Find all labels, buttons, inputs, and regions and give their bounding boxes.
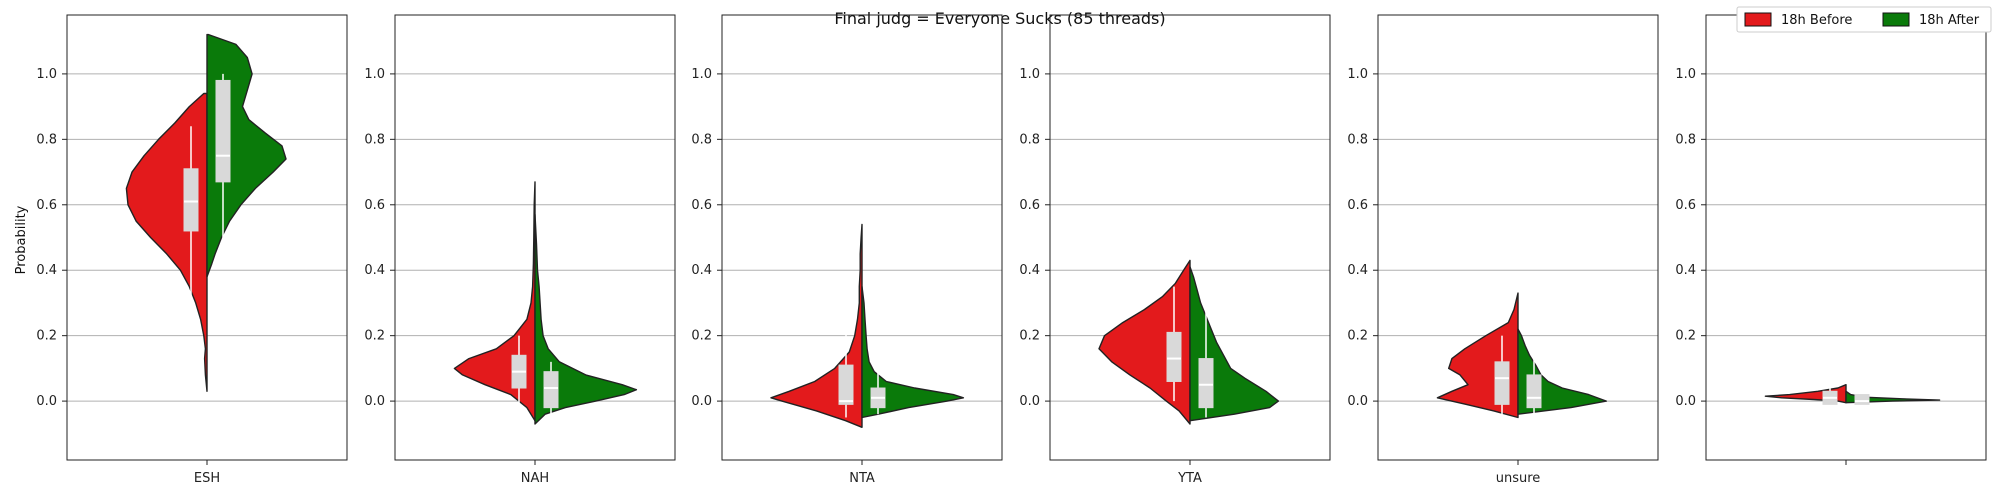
y-tick-label-2-5: 1.0 xyxy=(691,67,712,82)
y-tick-label-4-5: 1.0 xyxy=(1347,67,1368,82)
violin-after-1 xyxy=(534,213,638,425)
y-tick-label-5-2: 0.4 xyxy=(1675,263,1696,278)
y-tick-label-3-1: 0.2 xyxy=(1019,329,1040,344)
x-tick-label-4: unsure xyxy=(1496,471,1541,486)
y-tick-label-1-1: 0.2 xyxy=(364,329,385,344)
chart-title: Final judg = Everyone Sucks (85 threads) xyxy=(834,9,1165,28)
y-tick-label-5-0: 0.0 xyxy=(1675,394,1696,409)
y-tick-label-2-2: 0.4 xyxy=(691,263,712,278)
chart-panels: 0.0 0.2 0.4 0.6 0.8 1.0 ESH 0.0 0.2 0.4 0.6 0.8 1.0 N… xyxy=(36,14,1987,486)
iqr-box-before-2 xyxy=(838,364,854,405)
y-tick-label-4-0: 0.0 xyxy=(1347,394,1368,409)
y-tick-label-1-2: 0.4 xyxy=(364,263,385,278)
y-tick-label-3-5: 1.0 xyxy=(1019,67,1040,82)
y-tick-label-4-1: 0.2 xyxy=(1347,329,1368,344)
x-tick-label-3: YTA xyxy=(1177,471,1202,486)
y-tick-label-1-3: 0.6 xyxy=(364,198,385,213)
violin-before-0 xyxy=(125,92,208,392)
y-tick-label-0-1: 0.2 xyxy=(36,329,57,344)
y-tick-label-5-1: 0.2 xyxy=(1675,329,1696,344)
y-tick-label-0-2: 0.4 xyxy=(36,263,57,278)
y-tick-label-1-4: 0.8 xyxy=(364,132,385,147)
x-tick-label-2: NTA xyxy=(849,471,875,486)
iqr-box-after-5 xyxy=(1854,394,1870,405)
y-tick-label-2-3: 0.6 xyxy=(691,198,712,213)
y-tick-label-0-0: 0.0 xyxy=(36,394,57,409)
y-tick-label-3-2: 0.4 xyxy=(1019,263,1040,278)
y-tick-label-2-4: 0.8 xyxy=(691,132,712,147)
y-tick-label-5-4: 0.8 xyxy=(1675,132,1696,147)
y-tick-label-1-0: 0.0 xyxy=(364,394,385,409)
violin-before-3 xyxy=(1098,259,1191,425)
violin-after-2 xyxy=(861,285,965,419)
y-tick-label-0-5: 1.0 xyxy=(36,67,57,82)
x-tick-label-1: NAH xyxy=(521,471,549,486)
iqr-box-before-4 xyxy=(1494,361,1510,405)
iqr-box-before-0 xyxy=(183,168,199,232)
y-tick-label-3-3: 0.6 xyxy=(1019,198,1040,213)
legend-swatch-before xyxy=(1744,12,1772,27)
y-tick-label-2-1: 0.2 xyxy=(691,329,712,344)
iqr-box-after-1 xyxy=(543,371,559,409)
iqr-box-after-0 xyxy=(215,79,231,183)
x-tick-label-0: ESH xyxy=(194,471,220,486)
legend: 18h Before 18h After xyxy=(1736,6,1992,33)
y-tick-label-1-5: 1.0 xyxy=(364,67,385,82)
y-tick-label-5-3: 0.6 xyxy=(1675,198,1696,213)
y-tick-label-0-3: 0.6 xyxy=(36,198,57,213)
iqr-box-before-3 xyxy=(1166,331,1182,382)
y-tick-label-4-2: 0.4 xyxy=(1347,263,1368,278)
iqr-box-after-3 xyxy=(1198,358,1214,409)
y-tick-label-5-5: 1.0 xyxy=(1675,67,1696,82)
y-tick-label-3-0: 0.0 xyxy=(1019,394,1040,409)
iqr-box-after-4 xyxy=(1526,374,1542,409)
legend-frame xyxy=(1736,6,1992,33)
legend-swatch-after xyxy=(1882,12,1910,27)
y-axis-label: Probability xyxy=(14,205,29,274)
y-tick-label-3-4: 0.8 xyxy=(1019,132,1040,147)
y-tick-label-0-4: 0.8 xyxy=(36,132,57,147)
y-tick-label-2-0: 0.0 xyxy=(691,394,712,409)
legend-label-after: 18h After xyxy=(1919,13,1980,28)
y-tick-label-4-3: 0.6 xyxy=(1347,198,1368,213)
y-tick-label-4-4: 0.8 xyxy=(1347,132,1368,147)
legend-label-before: 18h Before xyxy=(1781,13,1852,28)
